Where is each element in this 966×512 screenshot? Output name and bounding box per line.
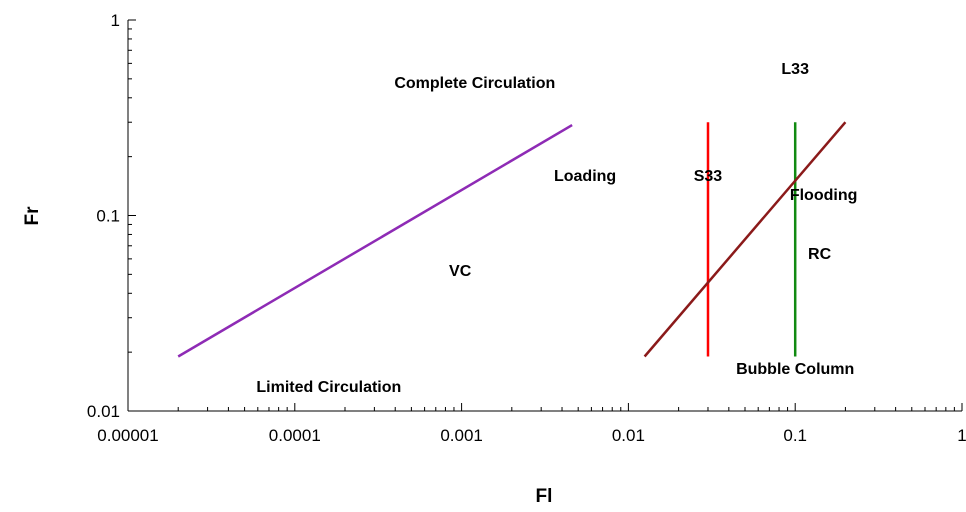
annotation-label: VC bbox=[449, 263, 472, 280]
annotation-label: L33 bbox=[781, 61, 809, 78]
y-tick-label: 0.1 bbox=[96, 207, 120, 226]
x-axis-title: Fl bbox=[536, 486, 553, 507]
annotation-label: Loading bbox=[554, 168, 616, 185]
annotation-label: RC bbox=[808, 246, 832, 263]
x-tick-label: 0.0001 bbox=[269, 426, 321, 445]
series-lines bbox=[177, 121, 847, 358]
annotation-label: Complete Circulation bbox=[394, 75, 555, 92]
series-line-1 bbox=[177, 124, 573, 358]
annotation-label: Bubble Column bbox=[736, 361, 854, 378]
annotations: Complete Circulation Loading S33 L33 Floodin… bbox=[256, 61, 857, 396]
x-tick-label: 0.1 bbox=[783, 426, 807, 445]
annotation-label: S33 bbox=[694, 168, 723, 185]
x-tick-label: 0.001 bbox=[440, 426, 483, 445]
x-tick-label: 0.01 bbox=[612, 426, 645, 445]
series-line-4 bbox=[643, 121, 847, 358]
x-tick-label: 1 bbox=[957, 426, 966, 445]
annotation-label: Flooding bbox=[790, 187, 858, 204]
y-tick-label: 1 bbox=[111, 11, 120, 30]
annotation-label: Limited Circulation bbox=[256, 379, 401, 396]
y-axis-title: Fr bbox=[22, 206, 43, 226]
tick-labels: 0.00001 0.0001 0.001 0.01 0.1 1 0.01 0.1 1 bbox=[87, 11, 966, 445]
y-tick-label: 0.01 bbox=[87, 402, 120, 421]
axes bbox=[127, 19, 963, 412]
x-tick-label: 0.00001 bbox=[97, 426, 158, 445]
